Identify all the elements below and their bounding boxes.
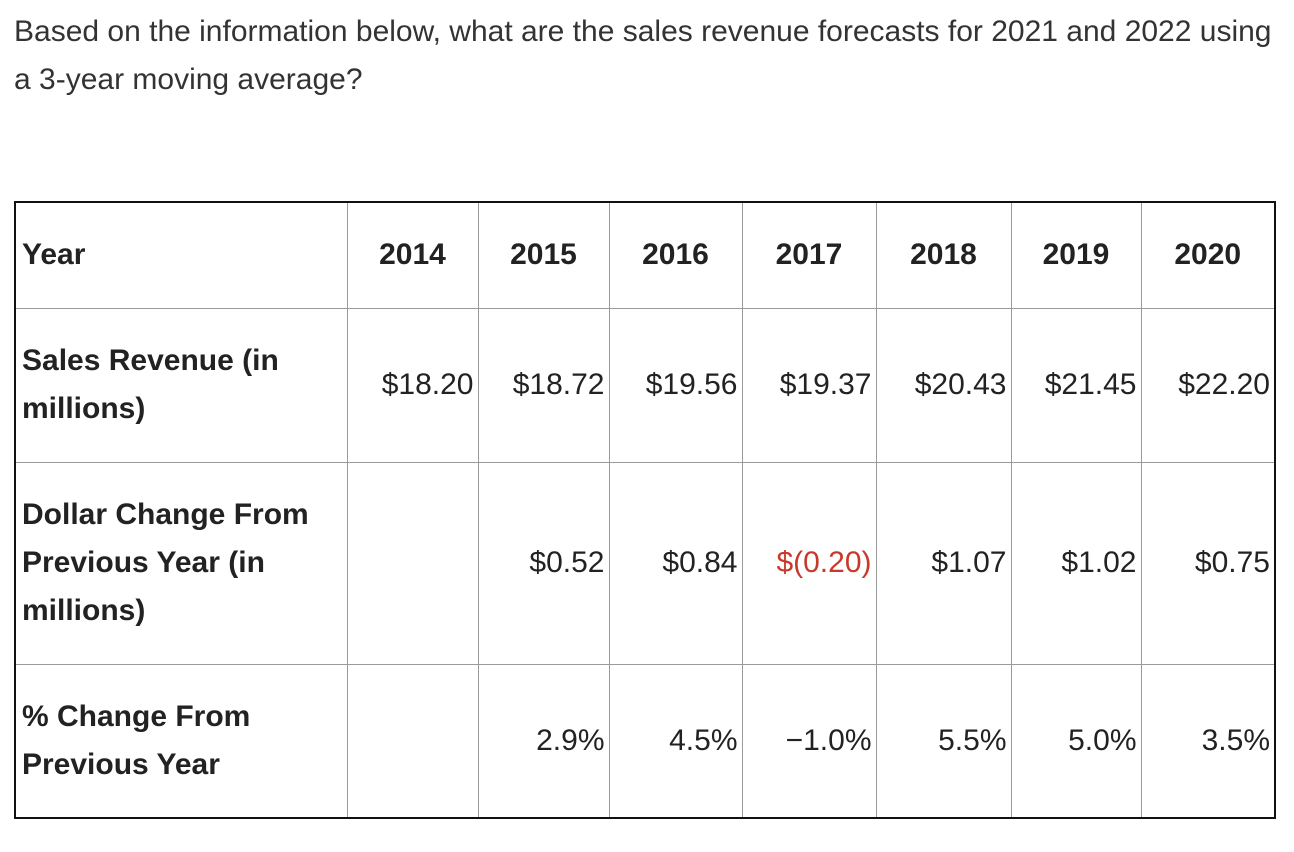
percent-change-2017: −1.0% [741,663,877,819]
table-row-sales-revenue: Sales Revenue (in millions) $18.20 $18.7… [14,307,1276,463]
row-label-percent-change: % Change From Previous Year [14,663,348,819]
sales-revenue-2016: $19.56 [608,307,743,463]
percent-change-2020: 3.5% [1140,663,1276,819]
sales-revenue-2020: $22.20 [1140,307,1276,463]
year-header-label: Year [14,201,348,309]
percent-change-2015: 2.9% [477,663,610,819]
question-text: Based on the information below, what are… [14,15,1272,96]
dollar-change-2018: $1.07 [875,461,1012,665]
sales-revenue-2018: $20.43 [875,307,1012,463]
year-cell-2019: 2019 [1010,201,1142,309]
percent-change-2018: 5.5% [875,663,1012,819]
year-cell-2017: 2017 [741,201,877,309]
sales-revenue-2019: $21.45 [1010,307,1142,463]
sales-revenue-table: Year 2014 2015 2016 2017 2018 2019 2020 … [14,201,1276,819]
dollar-change-2019: $1.02 [1010,461,1142,665]
dollar-change-2016: $0.84 [608,461,743,665]
percent-change-2019: 5.0% [1010,663,1142,819]
year-cell-2016: 2016 [608,201,743,309]
row-label-dollar-change: Dollar Change From Previous Year (in mil… [14,461,348,665]
table-row-percent-change: % Change From Previous Year 2.9% 4.5% −1… [14,663,1276,819]
dollar-change-2015: $0.52 [477,461,610,665]
table-row-dollar-change: Dollar Change From Previous Year (in mil… [14,461,1276,665]
row-label-sales-revenue: Sales Revenue (in millions) [14,307,348,463]
sales-revenue-2014: $18.20 [346,307,479,463]
year-cell-2015: 2015 [477,201,610,309]
sales-revenue-2017: $19.37 [741,307,877,463]
year-cell-2014: 2014 [346,201,479,309]
table-header-row: Year 2014 2015 2016 2017 2018 2019 2020 [14,201,1276,309]
percent-change-2016: 4.5% [608,663,743,819]
year-cell-2020: 2020 [1140,201,1276,309]
sales-revenue-2015: $18.72 [477,307,610,463]
dollar-change-2017: $(0.20) [741,461,877,665]
dollar-change-2014 [346,461,479,665]
percent-change-2014 [346,663,479,819]
year-cell-2018: 2018 [875,201,1012,309]
dollar-change-2020: $0.75 [1140,461,1276,665]
